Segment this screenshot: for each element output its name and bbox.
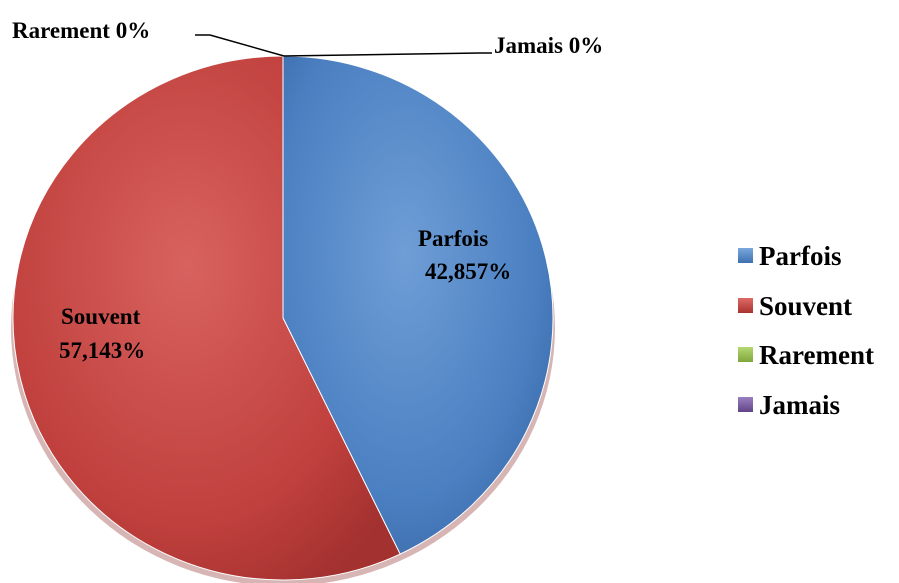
legend-swatch-rarement bbox=[738, 347, 753, 362]
legend-item-souvent: Souvent bbox=[738, 291, 852, 321]
pie-slice-parfois bbox=[282, 55, 554, 555]
label-rarement-value: 0% bbox=[116, 18, 151, 43]
label-parfois-value: 42,857% bbox=[425, 259, 511, 284]
leader-line-rarement bbox=[195, 34, 285, 57]
label-parfois-name: Parfois bbox=[418, 226, 488, 251]
label-rarement: Rarement 0% bbox=[12, 18, 150, 43]
leader-line-jamais bbox=[283, 52, 492, 57]
legend-item-parfois: Parfois bbox=[738, 241, 841, 271]
label-souvent-value: 57,143% bbox=[59, 338, 145, 363]
legend-item-rarement: Rarement bbox=[738, 340, 874, 370]
legend-label-jamais: Jamais bbox=[759, 390, 840, 420]
label-jamais-value: 0% bbox=[569, 33, 604, 58]
label-souvent-name: Souvent bbox=[61, 304, 141, 329]
legend-label-rarement: Rarement bbox=[759, 340, 874, 370]
label-jamais: Jamais 0% bbox=[494, 33, 603, 58]
legend-item-jamais: Jamais bbox=[738, 390, 840, 420]
legend-label-souvent: Souvent bbox=[759, 291, 852, 321]
pie-slice-souvent bbox=[12, 55, 401, 581]
legend-swatch-parfois bbox=[738, 248, 753, 263]
pie-slices bbox=[12, 55, 554, 581]
legend-label-parfois: Parfois bbox=[759, 241, 841, 271]
legend: Parfois Souvent Rarement Jamais bbox=[738, 241, 874, 420]
label-rarement-name: Rarement bbox=[12, 18, 110, 43]
legend-swatch-jamais bbox=[738, 397, 753, 412]
legend-swatch-souvent bbox=[738, 298, 753, 313]
label-jamais-name: Jamais bbox=[494, 33, 563, 58]
